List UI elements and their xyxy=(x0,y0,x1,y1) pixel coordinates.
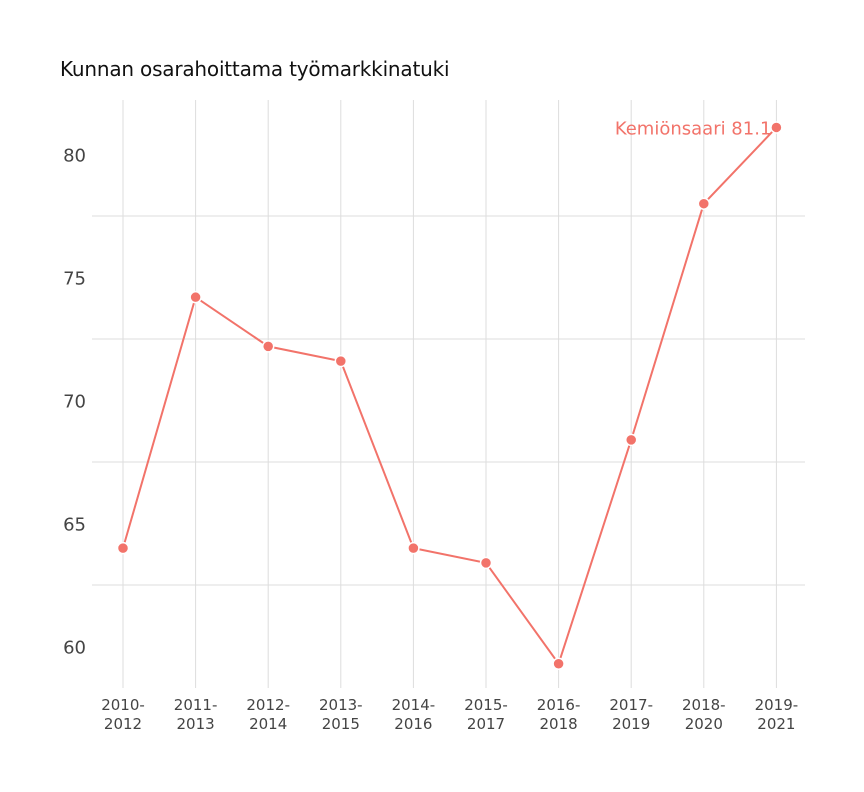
y-tick-label: 60 xyxy=(63,638,86,659)
x-tick-label: 2018-2020 xyxy=(682,696,726,733)
x-tick-label: 2013-2015 xyxy=(319,696,363,733)
chart-title: Kunnan osarahoittama työmarkkinatuki xyxy=(60,57,450,81)
y-tick-label: 80 xyxy=(63,146,86,167)
data-point[interactable] xyxy=(770,121,783,134)
x-tick-label: 2019-2021 xyxy=(755,696,799,733)
y-axis-labels: 60 65 70 75 80 xyxy=(63,146,86,659)
x-tick-label: 2011-2013 xyxy=(174,696,218,733)
series-end-label: Kemiönsaari 81.1 xyxy=(615,118,772,139)
x-tick-label: 2016-2018 xyxy=(537,696,581,733)
series-kemionsaari xyxy=(116,121,783,670)
x-tick-label: 2017-2019 xyxy=(609,696,653,733)
data-point[interactable] xyxy=(189,290,202,304)
x-tick-label: 2010-2012 xyxy=(101,696,145,733)
data-point[interactable] xyxy=(624,433,638,447)
data-point[interactable] xyxy=(334,354,348,368)
x-tick-label: 2015-2017 xyxy=(464,696,508,733)
gridlines xyxy=(92,100,805,688)
data-point[interactable] xyxy=(479,556,493,570)
data-point[interactable] xyxy=(697,197,711,210)
x-axis-labels: 2010-2012 2011-2013 2012-2014 2013-2015 2014… xyxy=(101,696,798,733)
y-tick-label: 75 xyxy=(63,269,86,290)
data-point[interactable] xyxy=(552,657,565,670)
data-point[interactable] xyxy=(407,541,420,555)
data-point[interactable] xyxy=(116,541,130,555)
y-tick-label: 65 xyxy=(63,515,86,536)
y-tick-label: 70 xyxy=(63,392,86,413)
x-tick-label: 2014-2016 xyxy=(392,696,436,733)
x-tick-label: 2012-2014 xyxy=(246,696,290,733)
data-point[interactable] xyxy=(261,340,275,353)
series-line xyxy=(122,126,778,666)
